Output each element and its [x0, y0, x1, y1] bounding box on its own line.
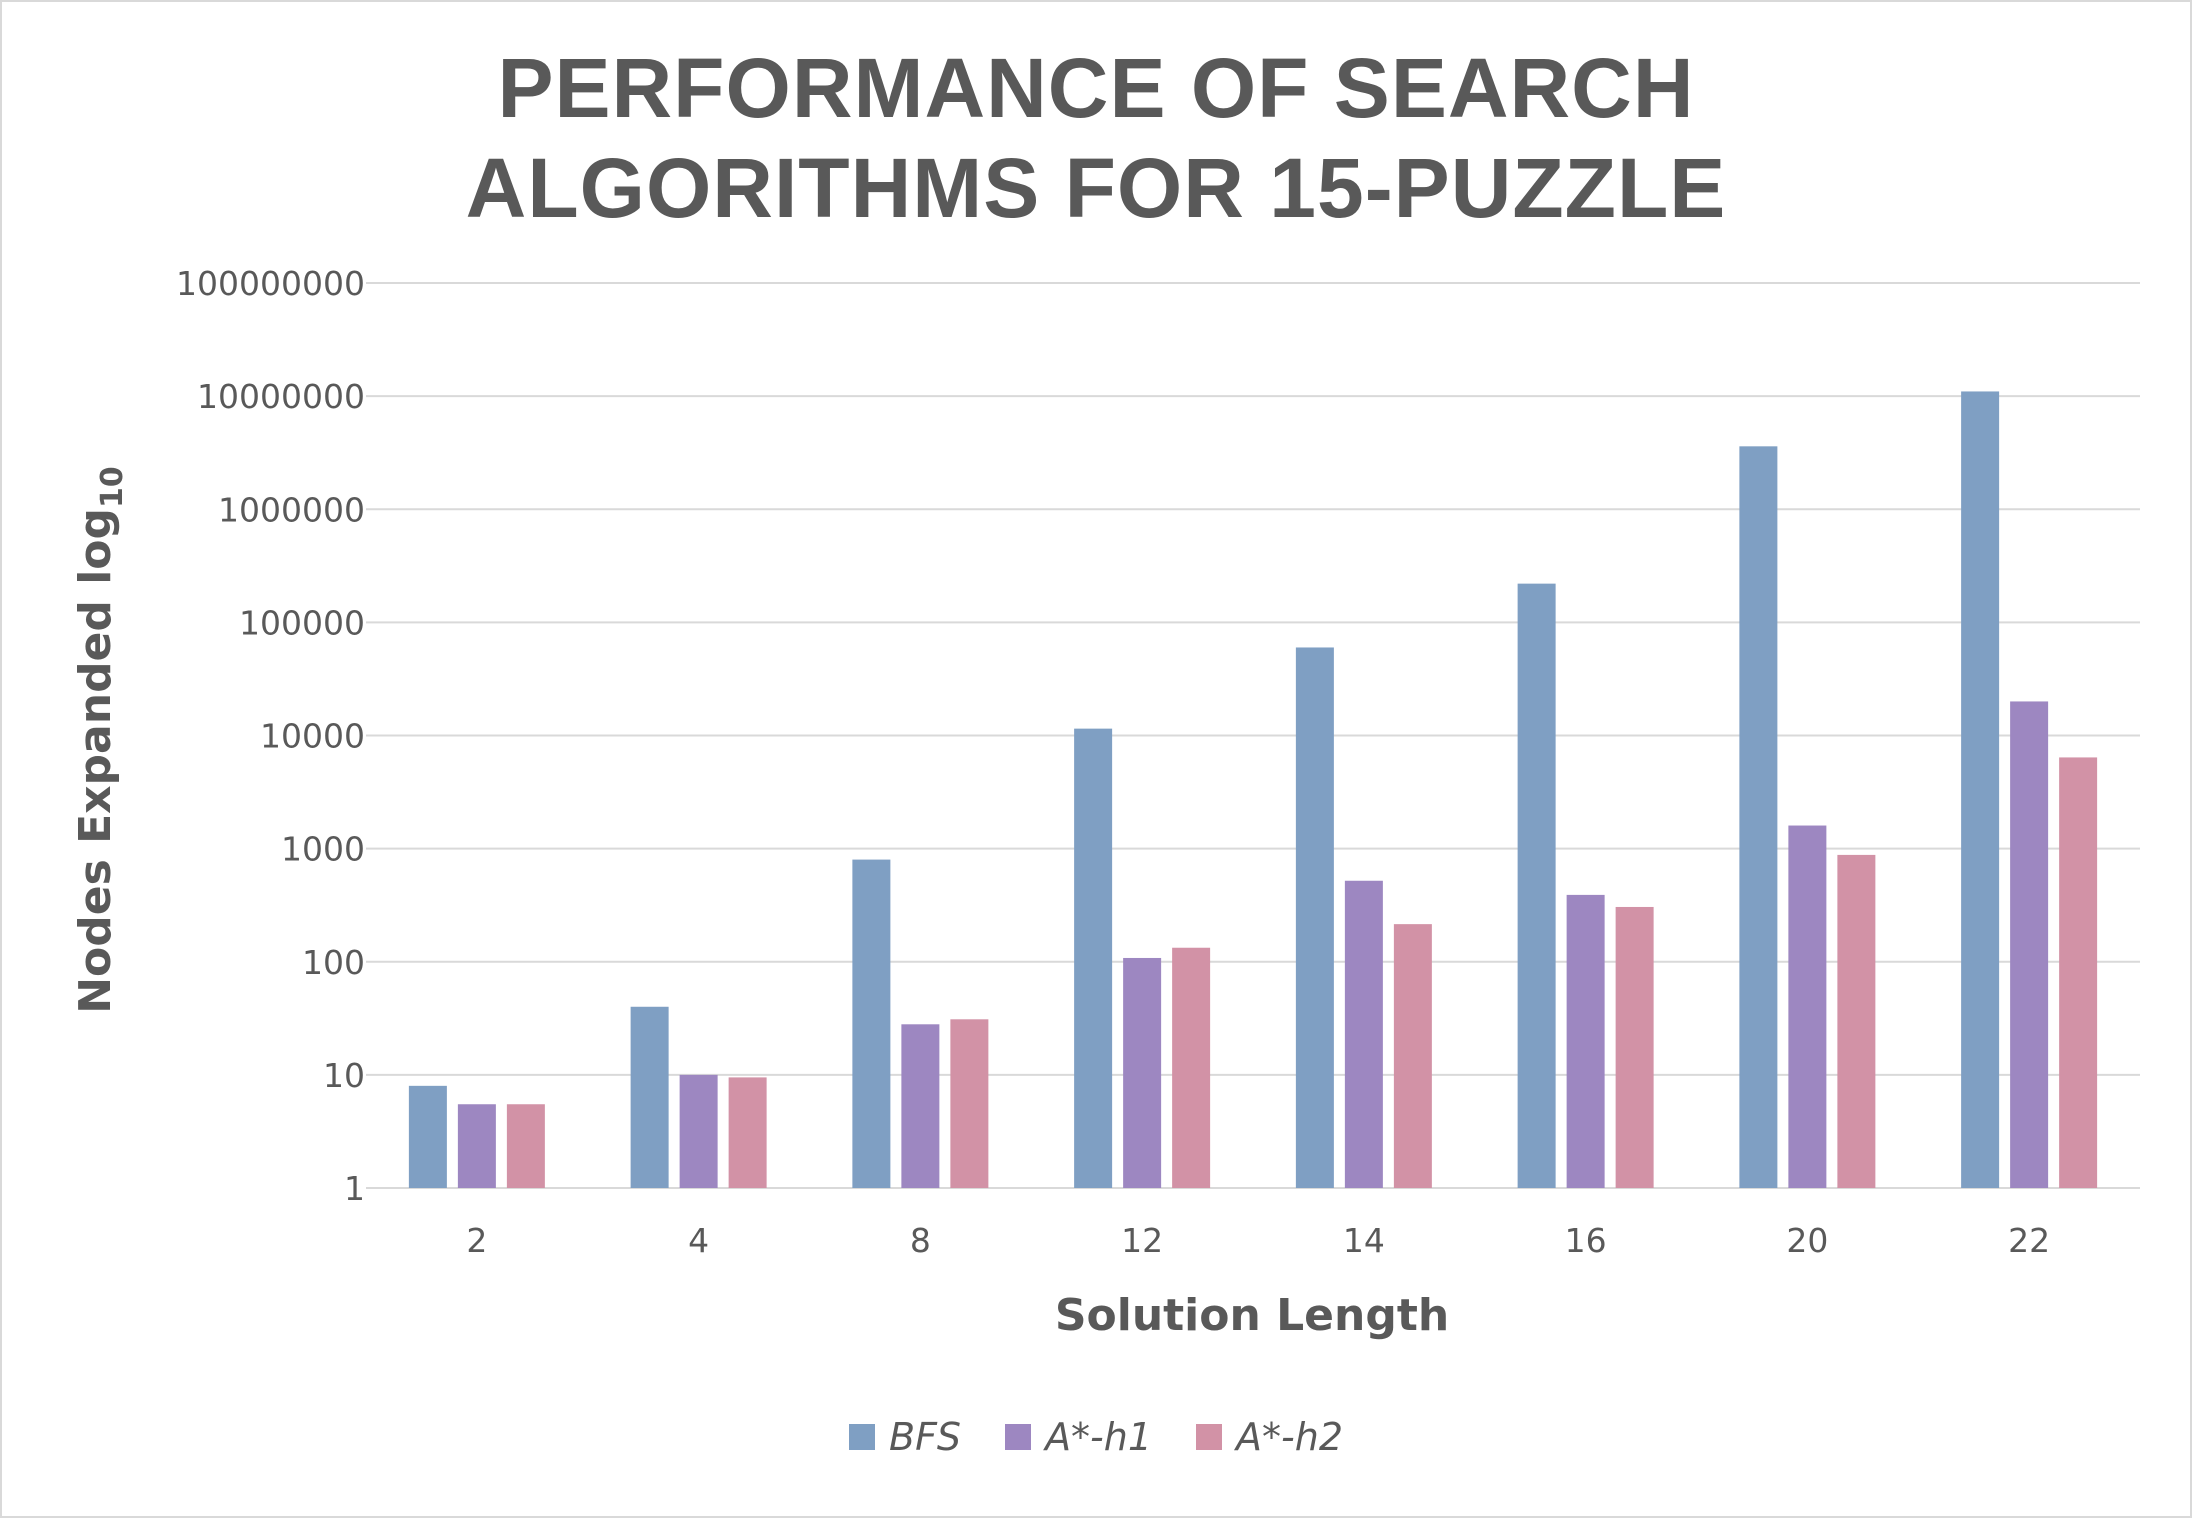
y-tick-label: 10000000: [197, 377, 365, 416]
chart-title-line-2: ALGORITHMS FOR 15-PUZZLE: [465, 141, 1727, 235]
bar: [1074, 728, 1113, 1188]
x-axis-ticks: 2 4 8 12 14 16 20 22: [466, 1221, 2050, 1260]
x-tick-label: 12: [1121, 1221, 1163, 1260]
legend-swatch: [1005, 1424, 1032, 1450]
bar: [2010, 701, 2049, 1188]
legend-label: BFS: [889, 1415, 962, 1459]
y-tick-label: 100000000: [176, 264, 365, 303]
bar: [1739, 446, 1778, 1189]
legend-item: BFS: [849, 1415, 961, 1459]
x-tick-label: 2: [466, 1221, 487, 1260]
y-tick-label: 100000: [239, 603, 365, 642]
x-tick-label: 16: [1565, 1221, 1607, 1260]
bar: [630, 1006, 669, 1188]
bar: [457, 1104, 496, 1188]
legend-swatch: [1196, 1424, 1223, 1450]
legend-swatch: [849, 1424, 875, 1450]
x-tick-label: 20: [1786, 1221, 1828, 1260]
bar: [1615, 906, 1654, 1188]
y-axis-title-main: Nodes Expanded log: [70, 508, 121, 1014]
bar: [1123, 957, 1162, 1188]
y-axis-title: Nodes Expanded log10: [70, 466, 130, 1014]
bar: [1517, 583, 1556, 1188]
legend-item: A*-h2: [1196, 1415, 1343, 1459]
bars: [408, 391, 2098, 1189]
bar: [679, 1074, 718, 1188]
y-tick-label: 1000: [281, 830, 365, 869]
x-tick-label: 8: [910, 1221, 931, 1260]
bar: [1172, 947, 1211, 1188]
x-axis-title: Solution Length: [1055, 1290, 1449, 1341]
chart-title-line-1: PERFORMANCE OF SEARCH: [497, 41, 1695, 135]
bar: [1837, 854, 1876, 1188]
bar: [1295, 647, 1334, 1188]
bar: [1961, 391, 2000, 1188]
legend: BFS A*-h1 A*-h2: [0, 1415, 2192, 1459]
bar: [1344, 880, 1383, 1188]
bar: [506, 1104, 545, 1188]
bar: [1393, 924, 1432, 1188]
y-tick-label: 10000: [260, 717, 365, 756]
bar: [408, 1085, 447, 1188]
y-tick-label: 1: [344, 1169, 365, 1208]
legend-label: A*-h2: [1236, 1415, 1343, 1459]
chart-title: PERFORMANCE OF SEARCH ALGORITHMS FOR 15-…: [0, 38, 2192, 238]
y-axis-ticks: 1 10 100 1000 10000 100000 1000000 10000000 1000…: [176, 264, 365, 1208]
legend-label: A*-h1: [1045, 1415, 1153, 1459]
legend-item: A*-h1: [1005, 1415, 1152, 1459]
bar: [1566, 894, 1605, 1188]
y-tick-label: 1000000: [218, 490, 365, 529]
x-tick-label: 14: [1343, 1221, 1385, 1260]
bar: [852, 859, 891, 1188]
y-tick-label: 10: [323, 1056, 365, 1095]
bar: [728, 1077, 767, 1188]
bar: [2059, 757, 2098, 1188]
bar: [1788, 825, 1827, 1188]
bar: [901, 1024, 940, 1188]
y-axis-title-subscript: 10: [95, 466, 130, 508]
x-tick-label: 4: [688, 1221, 709, 1260]
bar: [950, 1019, 989, 1188]
x-tick-label: 22: [2008, 1221, 2050, 1260]
y-tick-label: 100: [302, 943, 365, 982]
